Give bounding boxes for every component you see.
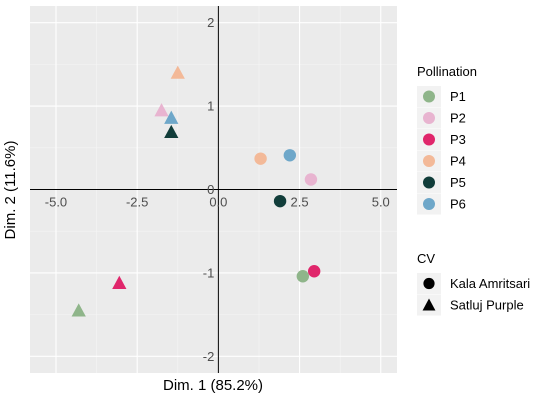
y-tick-label: -2 xyxy=(203,349,215,364)
legend-label-p1: P1 xyxy=(450,89,466,104)
x-tick-label: -2.5 xyxy=(126,195,148,210)
x-tick-label: -5.0 xyxy=(45,195,67,210)
legend-cv-title: CV xyxy=(417,251,435,266)
legend-key-p3 xyxy=(423,133,435,146)
y-axis-title: Dim. 2 (11.6%) xyxy=(2,141,19,240)
x-tick-label: 2.5 xyxy=(291,195,309,210)
point-p3-satluj-purple xyxy=(112,275,127,289)
legend-key-p5 xyxy=(423,176,435,189)
y-tick-label: -1 xyxy=(203,265,215,280)
point-p6-kala-amritsari xyxy=(283,149,297,162)
y-axis-ticks: -2 -1 0 1 2 xyxy=(203,15,215,364)
reference-lines xyxy=(30,6,397,373)
x-axis-ticks: -5.0 -2.5 0.0 2.5 5.0 xyxy=(45,195,390,210)
legend-key-p2 xyxy=(423,112,435,124)
x-axis-title: Dim. 1 (85.2%) xyxy=(163,377,263,394)
point-p1-kala-amritsari xyxy=(296,270,310,283)
legend-key-satluj-purple xyxy=(422,298,436,311)
point-p5-satluj-purple xyxy=(164,124,179,139)
legend-key-p4 xyxy=(423,155,435,167)
legend-pollination: Pollination P1 P2 P3 P4 P5 P6 xyxy=(417,64,477,215)
point-p6-satluj-purple xyxy=(164,110,179,124)
point-p2-satluj-purple xyxy=(154,103,169,117)
legend-key-p1 xyxy=(423,90,435,103)
y-tick-label: 1 xyxy=(207,99,214,114)
legend-key-p6 xyxy=(423,198,435,210)
legend-label-p6: P6 xyxy=(450,197,466,212)
legend-label-p2: P2 xyxy=(450,111,466,126)
legend-label-satluj-purple: Satluj Purple xyxy=(450,298,524,313)
legend-label-kala-amritsari: Kala Amritsari xyxy=(450,276,530,291)
legend-label-p3: P3 xyxy=(450,132,466,147)
x-tick-label: 0.0 xyxy=(209,195,227,210)
x-tick-label: 5.0 xyxy=(372,195,390,210)
y-tick-label: 0 xyxy=(207,182,214,197)
legend-key-kala-amritsari xyxy=(423,277,435,290)
y-tick-label: 2 xyxy=(207,15,214,30)
point-p2-kala-amritsari xyxy=(304,173,318,186)
legend-pollination-title: Pollination xyxy=(417,64,477,79)
data-points xyxy=(71,65,321,317)
legend-label-p4: P4 xyxy=(450,154,466,169)
legend-cv: CV Kala Amritsari Satluj Purple xyxy=(417,251,530,316)
point-p4-kala-amritsari xyxy=(254,152,267,165)
point-p4-satluj-purple xyxy=(170,65,185,79)
legend-label-p5: P5 xyxy=(450,175,466,190)
point-p5-kala-amritsari xyxy=(273,194,287,208)
point-p3-kala-amritsari xyxy=(307,265,321,278)
point-p1-satluj-purple xyxy=(71,303,86,317)
